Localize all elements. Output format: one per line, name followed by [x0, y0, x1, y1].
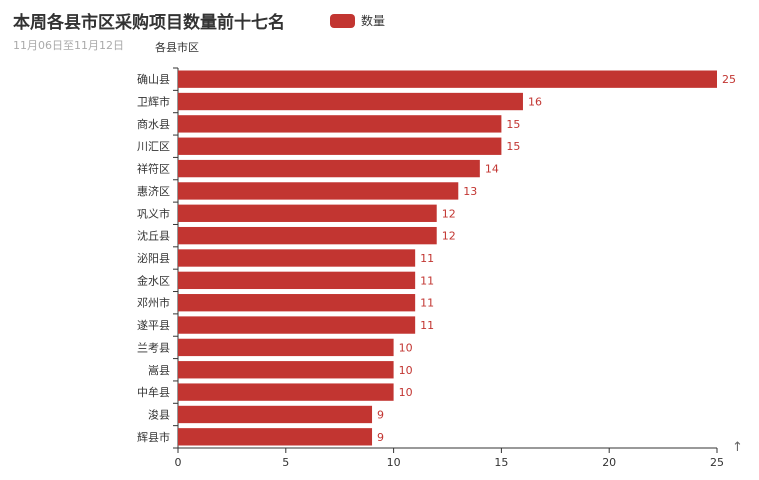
bar [178, 361, 394, 379]
bar-value-label: 11 [420, 319, 434, 332]
back-to-top-icon[interactable]: ↑ [732, 440, 743, 455]
bar [178, 249, 416, 267]
bar-value-label: 10 [399, 386, 413, 399]
bar-value-label: 11 [420, 252, 434, 265]
y-category-label: 川汇区 [137, 140, 170, 153]
bar [178, 316, 416, 334]
bar [178, 294, 416, 312]
bar [178, 271, 416, 290]
bar-value-label: 9 [377, 431, 384, 444]
legend-item[interactable]: 数量 [330, 12, 385, 29]
y-category-label: 浚县 [148, 407, 170, 421]
y-category-label: 惠济区 [137, 184, 170, 198]
bar-value-label: 11 [420, 274, 434, 287]
bar-value-label: 15 [506, 118, 520, 131]
y-category-label: 确山县 [137, 73, 170, 86]
bar [178, 204, 437, 222]
bar [178, 405, 373, 424]
x-tick-label: 20 [602, 456, 616, 469]
x-tick-label: 10 [387, 456, 401, 469]
x-tick-label: 5 [282, 456, 289, 469]
bar-value-label: 11 [420, 297, 434, 310]
y-axis-name: 各县市区 [155, 41, 199, 54]
bar [178, 226, 437, 245]
y-category-label: 邓州市 [137, 296, 170, 310]
y-category-label: 中牟县 [137, 385, 170, 399]
bar [178, 338, 394, 357]
bar-value-label: 16 [528, 96, 542, 109]
bar [178, 182, 459, 200]
bar [178, 137, 502, 155]
legend-label: 数量 [361, 14, 386, 28]
chart-subtitle: 11月06日至11月12日 [13, 39, 124, 52]
y-category-label: 兰考县 [137, 341, 170, 354]
bar-value-label: 12 [442, 207, 456, 220]
bar [178, 92, 523, 111]
y-category-label: 商水县 [137, 117, 170, 131]
y-category-label: 祥符区 [137, 162, 170, 176]
x-tick-label: 25 [710, 456, 724, 469]
bar-value-label: 9 [377, 408, 384, 421]
bar-value-label: 13 [463, 185, 477, 198]
bar-value-label: 25 [722, 73, 736, 86]
bar [178, 383, 394, 401]
y-category-label: 巩义市 [137, 206, 170, 220]
legend-swatch [330, 13, 355, 28]
y-category-label: 辉县市 [137, 430, 170, 444]
chart-title: 本周各县市区采购项目数量前十七名 [13, 13, 285, 33]
bar [178, 428, 373, 446]
bar-value-label: 15 [506, 140, 520, 153]
y-category-label: 嵩县 [148, 364, 170, 377]
x-tick-label: 0 [175, 456, 182, 469]
y-category-label: 遂平县 [137, 318, 170, 332]
y-category-label: 金水区 [137, 273, 170, 287]
bar [178, 70, 717, 88]
y-category-label: 泌阳县 [137, 252, 170, 265]
bar-value-label: 10 [399, 364, 413, 377]
bar-value-label: 12 [442, 230, 456, 243]
bar-value-label: 10 [399, 341, 413, 354]
bar-value-label: 14 [485, 163, 499, 176]
bar [178, 115, 502, 133]
bar [178, 159, 480, 178]
y-category-label: 卫辉市 [137, 95, 170, 109]
y-category-label: 沈丘县 [137, 229, 170, 243]
x-tick-label: 15 [494, 456, 508, 469]
